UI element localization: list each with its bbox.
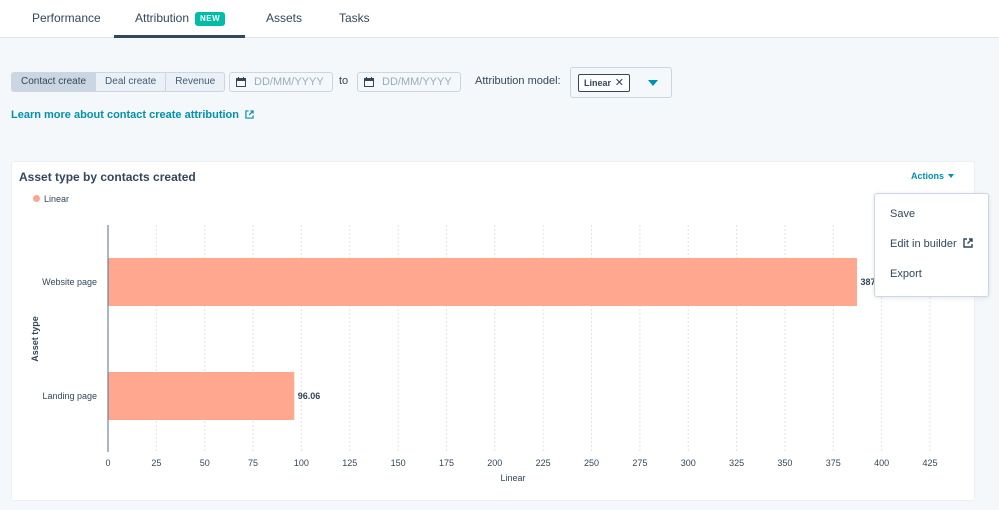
chart-legend: Linear — [33, 194, 69, 204]
report-type-toggle: Contact create Deal create Revenue — [11, 72, 226, 92]
actions-button[interactable]: Actions — [911, 171, 955, 181]
x-tick-label: 125 — [342, 458, 357, 468]
y-tick-label: Landing page — [42, 391, 97, 401]
learn-more-label: Learn more about contact create attribut… — [11, 109, 239, 121]
attribution-model-select[interactable]: Linear ✕ — [570, 67, 672, 98]
x-tick-label: 25 — [151, 458, 161, 468]
x-tick-label: 250 — [584, 458, 599, 468]
segment-contact-create[interactable]: Contact create — [12, 73, 97, 91]
bar[interactable] — [108, 372, 295, 420]
date-to-input[interactable]: DD/MM/YYYY — [357, 72, 461, 92]
bar[interactable] — [108, 258, 858, 306]
menu-export[interactable]: Export — [890, 268, 922, 280]
segment-deal-create[interactable]: Deal create — [96, 73, 167, 91]
x-tick-label: 0 — [105, 458, 110, 468]
learn-more-link[interactable]: Learn more about contact create attribut… — [11, 109, 254, 121]
dropdown-caret-icon[interactable] — [648, 80, 658, 86]
date-from-placeholder: DD/MM/YYYY — [254, 76, 324, 88]
to-label: to — [339, 75, 349, 87]
tab-performance[interactable]: Performance — [32, 0, 101, 38]
legend-label: Linear — [44, 194, 70, 204]
x-tick-label: 375 — [826, 458, 841, 468]
tab-label: Assets — [266, 11, 303, 25]
data-label: 387 — [861, 277, 876, 287]
y-tick-label: Website page — [42, 277, 97, 287]
actions-label: Actions — [911, 171, 945, 181]
tab-tasks[interactable]: Tasks — [339, 0, 370, 38]
x-tick-label: 275 — [632, 458, 647, 468]
attribution-tag-label: Linear — [584, 78, 612, 88]
external-link-icon — [963, 238, 973, 248]
remove-tag-icon[interactable]: ✕ — [614, 77, 625, 89]
menu-save[interactable]: Save — [890, 208, 916, 220]
report-title: Asset type by contacts created — [19, 170, 196, 184]
report-card: Asset type by contacts created Linear Ac… — [11, 161, 975, 501]
x-tick-label: 425 — [922, 458, 937, 468]
x-tick-label: 75 — [248, 458, 258, 468]
x-tick-label: 350 — [777, 458, 792, 468]
x-tick-label: 225 — [536, 458, 551, 468]
actions-menu: Save Edit in builder Export — [874, 193, 989, 297]
data-label: 96.06 — [298, 391, 321, 401]
legend-swatch — [33, 195, 40, 202]
x-tick-label: 400 — [874, 458, 889, 468]
x-tick-label: 150 — [391, 458, 406, 468]
tab-attribution[interactable]: Attribution NEW — [114, 0, 245, 38]
segment-revenue[interactable]: Revenue — [175, 76, 216, 87]
calendar-icon — [364, 77, 374, 87]
date-from-input[interactable]: DD/MM/YYYY — [229, 72, 333, 92]
x-tick-label: 50 — [200, 458, 210, 468]
menu-label: Edit in builder — [890, 238, 957, 250]
attribution-tag: Linear ✕ — [578, 74, 631, 92]
menu-edit-in-builder[interactable]: Edit in builder — [890, 238, 973, 250]
x-axis-title: Linear — [500, 473, 525, 483]
y-axis-title: Asset type — [30, 316, 40, 362]
x-tick-label: 325 — [729, 458, 744, 468]
tab-label: Attribution — [135, 11, 190, 25]
tab-bar: Performance Attribution NEW Assets Tasks — [0, 0, 999, 38]
tab-assets[interactable]: Assets — [266, 0, 302, 38]
date-to-placeholder: DD/MM/YYYY — [382, 76, 452, 88]
caret-down-icon — [948, 174, 955, 178]
tab-label: Tasks — [339, 11, 370, 25]
x-tick-label: 100 — [294, 458, 309, 468]
external-link-icon — [245, 110, 254, 119]
attribution-model-label: Attribution model: — [475, 75, 561, 87]
tab-label: Performance — [32, 11, 101, 25]
x-tick-label: 175 — [439, 458, 454, 468]
new-badge: NEW — [195, 11, 226, 26]
calendar-icon — [236, 77, 246, 87]
x-tick-label: 200 — [487, 458, 502, 468]
x-tick-label: 300 — [681, 458, 696, 468]
